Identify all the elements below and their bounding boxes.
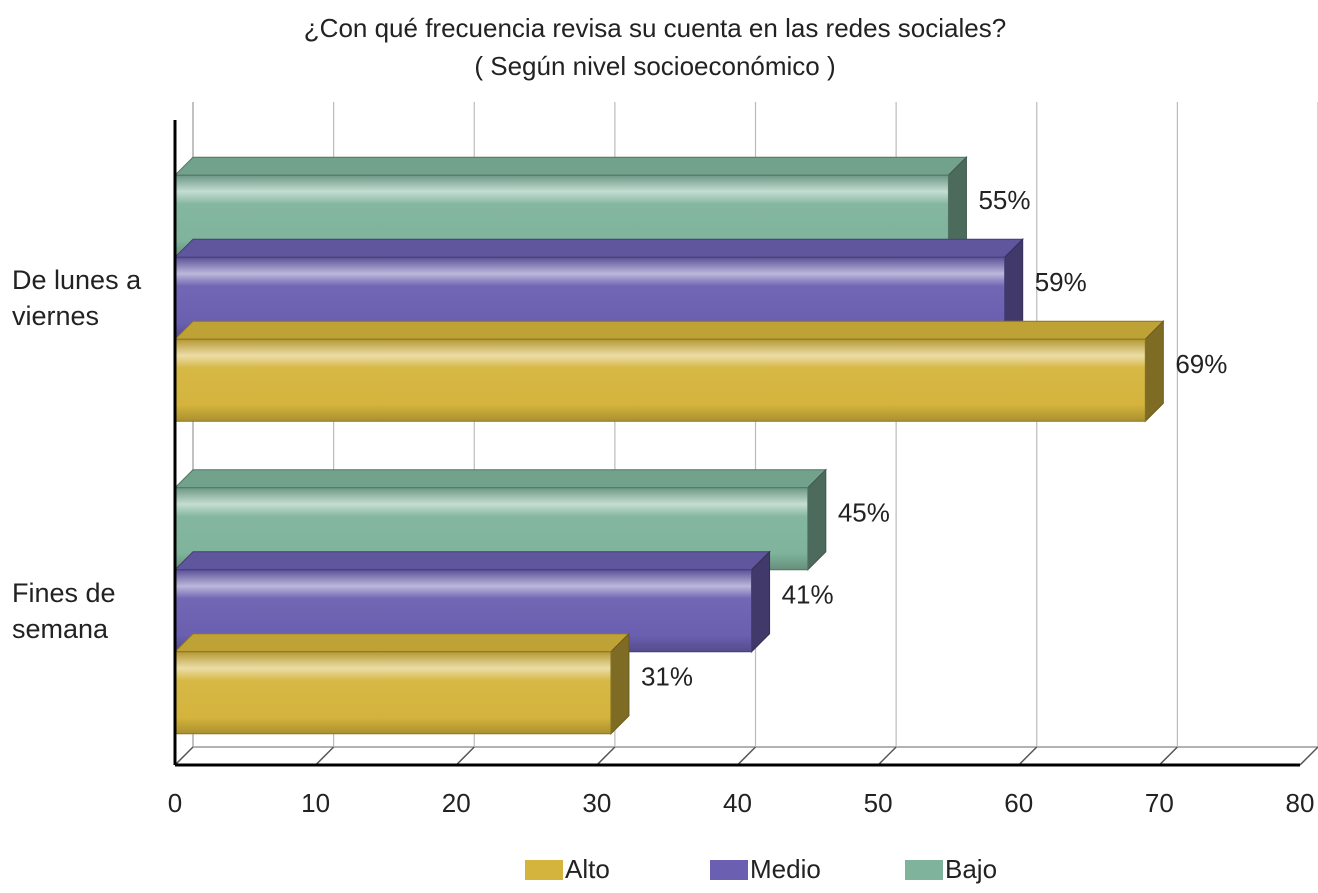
legend-label: Medio	[750, 854, 821, 884]
bar-front	[174, 651, 612, 735]
x-tick-label: 70	[1145, 788, 1174, 818]
legend-swatch	[905, 860, 943, 880]
grid-floor	[315, 746, 335, 766]
data-label: 45%	[838, 498, 890, 528]
data-label: 31%	[641, 662, 693, 692]
bar-side	[751, 550, 771, 653]
y-tick-label: Fines de semana	[12, 577, 116, 644]
legend-swatch	[710, 860, 748, 880]
x-tick-label: 40	[723, 788, 752, 818]
data-label: 41%	[782, 580, 834, 610]
bar	[173, 632, 631, 735]
legend-label: Bajo	[945, 854, 997, 884]
bar-top	[173, 156, 968, 176]
grid-line	[1018, 102, 1038, 766]
data-label: 59%	[1035, 267, 1087, 297]
bar-top	[173, 633, 631, 653]
data-label: 55%	[978, 185, 1030, 215]
legend-swatch	[525, 860, 563, 880]
bar	[173, 320, 1165, 423]
x-tick-label: 30	[582, 788, 611, 818]
bar-top	[173, 551, 771, 571]
grid-floor	[877, 746, 897, 766]
chart-title: ¿Con qué frecuencia revisa su cuenta en …	[304, 13, 1006, 43]
grid-floor	[455, 746, 475, 766]
data-label: 69%	[1175, 349, 1227, 379]
x-tick-label: 20	[442, 788, 471, 818]
bar-top	[173, 469, 828, 489]
bar-front	[174, 338, 1146, 422]
grid-line	[1158, 102, 1178, 766]
y-tick-label: De lunes a viernes	[12, 265, 142, 332]
x-tick-label: 10	[301, 788, 330, 818]
bar-side	[807, 468, 827, 571]
grid-floor	[736, 746, 757, 766]
grid-floor	[596, 746, 616, 766]
x-tick-label: 60	[1004, 788, 1033, 818]
chart-subtitle: ( Según nivel socioeconómico )	[474, 51, 835, 81]
bar-side	[610, 632, 630, 735]
grid-floor	[1018, 746, 1038, 766]
grid-line	[1299, 102, 1318, 766]
legend-label: Alto	[565, 854, 610, 884]
grid-floor	[174, 746, 194, 766]
bar-side	[1144, 320, 1164, 423]
bar-top	[173, 320, 1165, 340]
grid-floor	[1158, 746, 1178, 766]
bar-top	[173, 238, 1024, 258]
x-tick-label: 80	[1286, 788, 1315, 818]
x-tick-label: 0	[168, 788, 182, 818]
grid-floor	[1299, 746, 1318, 766]
x-tick-label: 50	[864, 788, 893, 818]
